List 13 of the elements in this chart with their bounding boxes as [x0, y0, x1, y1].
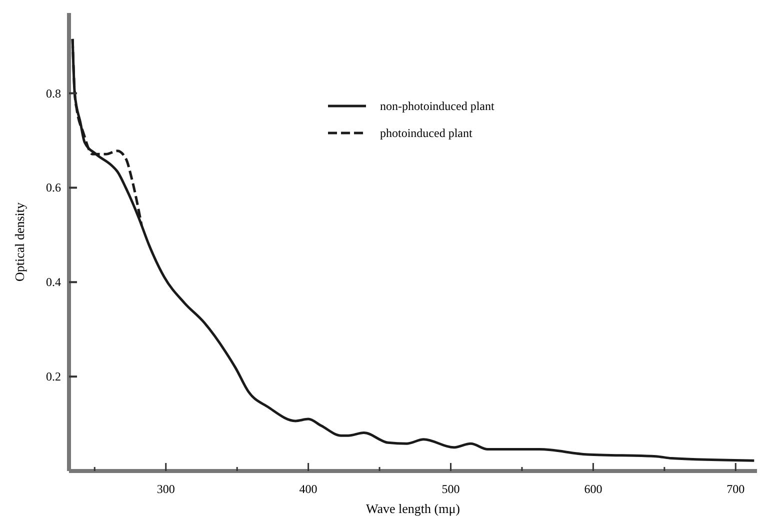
x-tick-label: 600 [584, 482, 602, 496]
y-tick-label: 0.8 [46, 86, 61, 100]
x-tick-label: 300 [156, 482, 175, 496]
x-tick-label: 500 [442, 482, 460, 496]
y-tick-label: 0.6 [46, 180, 61, 195]
y-axis-title: Optical density [12, 202, 27, 282]
x-tick-label: 700 [726, 482, 745, 496]
y-tick-label: 0.2 [46, 370, 61, 384]
legend-label: non-photoinduced plant [380, 99, 495, 113]
y-tick-label: 0.4 [46, 275, 61, 290]
legend-label: photoinduced plant [380, 126, 473, 140]
x-axis-title: Wave length (mμ) [366, 501, 460, 516]
x-tick-label: 400 [299, 482, 318, 496]
